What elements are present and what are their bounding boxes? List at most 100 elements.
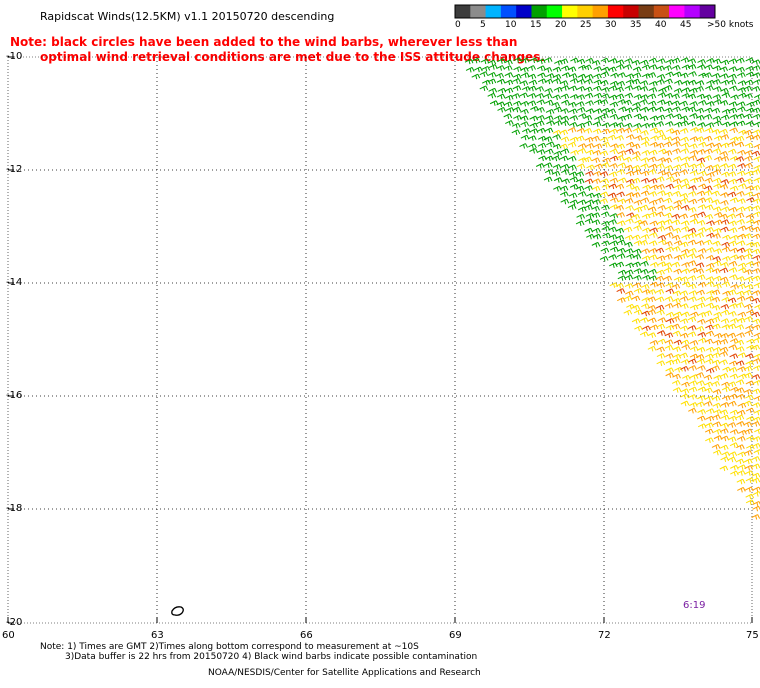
wind-barb xyxy=(743,233,753,239)
wind-barb xyxy=(752,134,760,141)
wind-barb xyxy=(728,400,737,407)
wind-barb xyxy=(695,268,705,274)
wind-barb xyxy=(752,268,760,274)
wind-barb xyxy=(753,192,760,199)
wind-barb xyxy=(688,365,697,371)
wind-barb xyxy=(656,114,666,121)
wind-barb xyxy=(633,94,643,100)
wind-barb xyxy=(641,310,650,317)
wind-barb xyxy=(585,143,595,149)
wind-barb xyxy=(511,122,521,129)
wind-barb xyxy=(520,66,529,73)
wind-barb xyxy=(697,409,706,415)
wind-barb xyxy=(639,220,648,226)
wind-barb xyxy=(728,260,738,267)
wind-barb xyxy=(617,162,627,169)
wind-barb xyxy=(721,296,731,303)
wind-barb xyxy=(736,478,746,485)
wind-barb xyxy=(543,136,553,142)
wind-barb xyxy=(577,191,587,197)
wind-barb xyxy=(600,113,609,119)
wind-barb xyxy=(647,169,657,175)
wind-barb xyxy=(664,191,673,198)
color-legend xyxy=(454,4,716,19)
wind-barb xyxy=(655,176,665,182)
wind-barb xyxy=(688,185,697,191)
wind-barb xyxy=(561,72,571,78)
wind-barb xyxy=(705,415,715,422)
wind-barb xyxy=(536,106,545,113)
wind-barb xyxy=(608,171,618,178)
wind-barb xyxy=(623,127,633,134)
wind-barb xyxy=(535,163,545,169)
wind-barb xyxy=(593,192,602,199)
wind-barb xyxy=(719,150,729,157)
wind-barb xyxy=(529,57,538,64)
wind-barb xyxy=(711,352,721,358)
wind-barb xyxy=(697,227,707,233)
wind-barb xyxy=(713,435,723,441)
wind-barb xyxy=(681,226,690,232)
wind-barb xyxy=(744,283,754,290)
wind-barb xyxy=(585,57,594,64)
wind-barb xyxy=(664,92,674,99)
legend-label: 30 xyxy=(605,20,617,30)
wind-barb xyxy=(689,143,698,149)
wind-barb xyxy=(687,106,697,113)
wind-barb xyxy=(729,127,739,133)
island-outline xyxy=(171,606,184,616)
wind-barb xyxy=(615,234,625,241)
wind-barb xyxy=(745,325,754,331)
wind-barb xyxy=(730,94,739,101)
wind-barb xyxy=(688,71,697,77)
wind-barb xyxy=(753,332,760,339)
wind-barb xyxy=(545,73,555,79)
wind-barb xyxy=(719,128,729,135)
wind-barb xyxy=(705,330,715,337)
wind-barb xyxy=(656,65,665,72)
wind-barb xyxy=(560,85,570,91)
wind-barb xyxy=(609,163,618,169)
wind-barb xyxy=(744,142,754,149)
wind-barb xyxy=(665,205,675,212)
wind-barb xyxy=(496,101,506,107)
wind-barb xyxy=(728,267,738,273)
wind-barb xyxy=(720,163,729,169)
wind-barb xyxy=(649,232,658,238)
wind-barb xyxy=(712,79,721,85)
wind-barb xyxy=(665,225,674,232)
wind-barb xyxy=(649,141,659,148)
wind-barb xyxy=(688,247,697,254)
wind-barb xyxy=(752,505,760,512)
wind-barb xyxy=(657,170,667,176)
wind-barb xyxy=(712,402,722,409)
wind-barb xyxy=(743,289,753,296)
wind-barb xyxy=(712,115,722,122)
wind-barb xyxy=(615,64,625,70)
wind-barb xyxy=(696,401,705,407)
wind-barb xyxy=(593,92,603,99)
wind-barb xyxy=(642,274,651,281)
wind-barb xyxy=(655,129,665,136)
wind-barb xyxy=(553,86,563,93)
wind-barb xyxy=(719,346,729,353)
wind-barb xyxy=(632,169,642,176)
time-label: 6:19 xyxy=(683,600,706,611)
wind-barb xyxy=(647,122,657,128)
wind-barb xyxy=(689,170,699,176)
legend-swatch xyxy=(516,5,532,18)
wind-barb xyxy=(751,477,760,484)
wind-barb xyxy=(706,171,715,178)
wind-barb xyxy=(567,127,577,133)
legend-swatch xyxy=(638,5,655,18)
wind-barb xyxy=(728,178,738,185)
wind-barb xyxy=(615,183,625,190)
map-frame xyxy=(7,56,753,624)
wind-barb xyxy=(672,227,682,234)
wind-barb xyxy=(711,73,721,79)
wind-barb xyxy=(647,309,657,315)
wind-barb xyxy=(633,113,643,120)
wind-barb xyxy=(712,260,722,267)
wind-barb xyxy=(735,212,745,219)
